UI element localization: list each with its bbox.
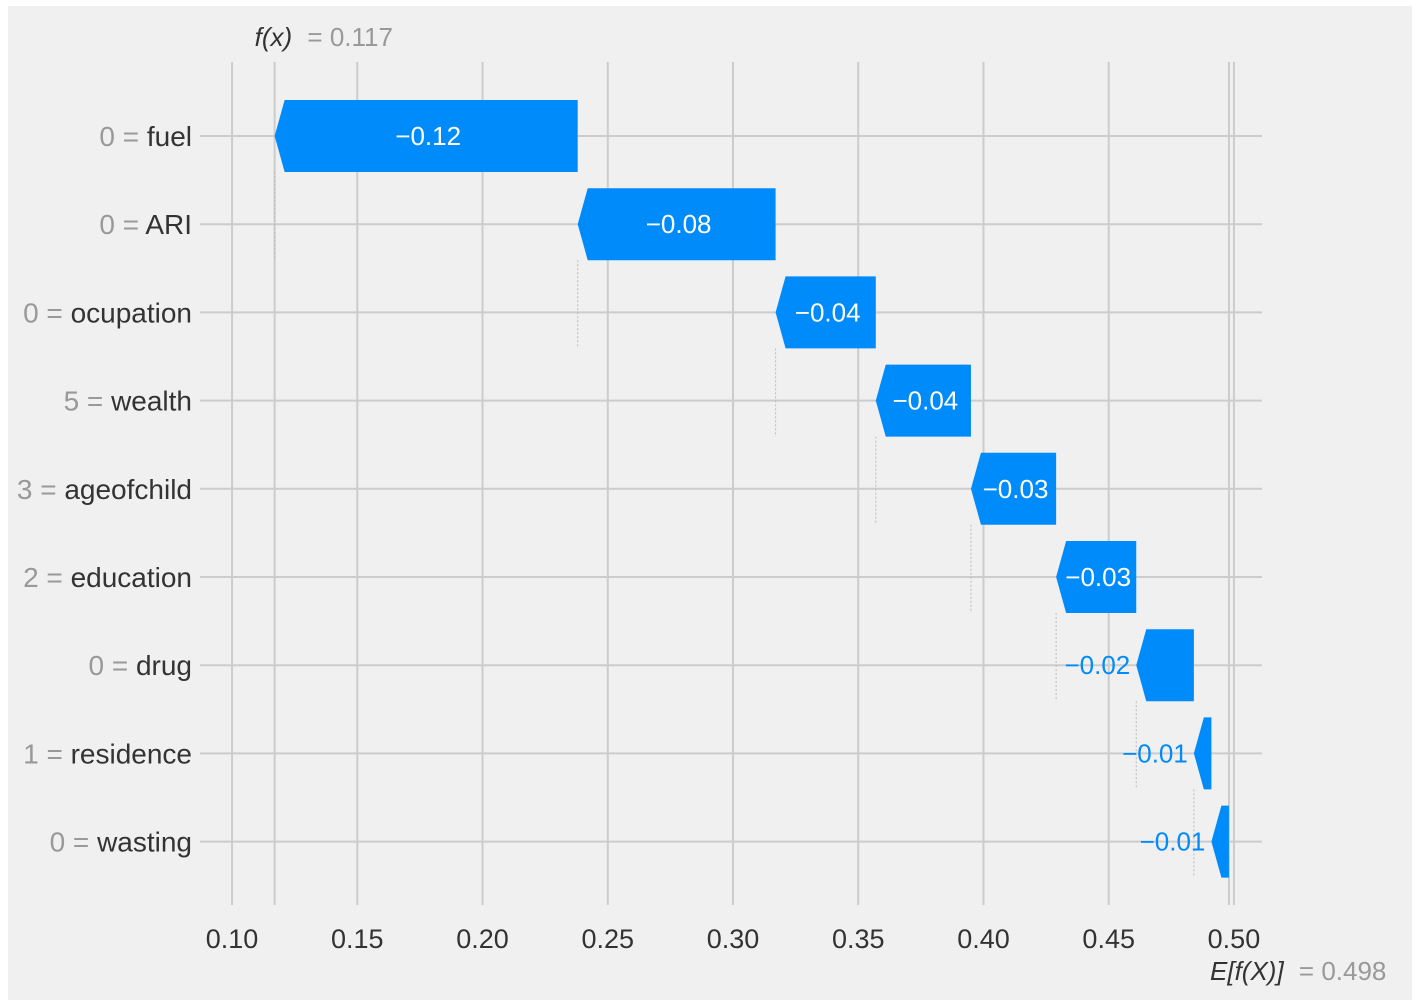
fx-annotation: f(x) = 0.117 <box>255 22 393 52</box>
expected-value-annotation: E[f(X)] = 0.498 <box>1210 956 1386 986</box>
feature-name: fuel <box>147 121 192 152</box>
feature-name: residence <box>71 738 192 769</box>
x-tick-label: 0.30 <box>707 924 760 954</box>
feature-value: 0 = <box>99 209 145 240</box>
bar-value-label: −0.01 <box>1140 827 1206 857</box>
feature-label: 0 = wasting <box>50 827 192 858</box>
x-tick-label: 0.40 <box>957 924 1010 954</box>
feature-name: education <box>71 562 192 593</box>
bar-value-label: −0.02 <box>1064 650 1130 680</box>
x-tick-label: 0.35 <box>832 924 885 954</box>
bar-value-label: −0.12 <box>395 121 461 151</box>
x-tick-label: 0.10 <box>206 924 259 954</box>
x-tick-label: 0.20 <box>456 924 509 954</box>
feature-label: 1 = residence <box>23 738 192 769</box>
feature-value: 0 = <box>50 827 97 858</box>
waterfall-bar <box>970 452 1057 525</box>
bar-value-label: −0.04 <box>892 386 958 416</box>
waterfall-bar <box>775 276 876 349</box>
feature-name: ageofchild <box>64 474 192 505</box>
feature-value: 2 = <box>23 562 70 593</box>
feature-name: drug <box>136 650 192 681</box>
feature-value: 1 = <box>23 738 70 769</box>
bar-value-label: −0.03 <box>1065 562 1131 592</box>
expected-value-label: E[f(X)] <box>1210 956 1284 986</box>
feature-name: wasting <box>96 827 192 858</box>
feature-value: 3 = <box>17 474 64 505</box>
x-tick-label: 0.50 <box>1208 924 1261 954</box>
feature-label: 0 = fuel <box>99 121 192 152</box>
expected-value-value: = 0.498 <box>1299 956 1386 986</box>
fx-value: = 0.117 <box>307 22 393 52</box>
bar-value-label: −0.01 <box>1122 738 1188 768</box>
bar-value-label: −0.03 <box>983 474 1049 504</box>
fx-label: f(x) <box>255 22 293 52</box>
waterfall-bar <box>875 364 971 437</box>
feature-label: 5 = wealth <box>64 386 192 417</box>
feature-name: ocupation <box>71 297 192 328</box>
feature-value: 5 = <box>64 386 111 417</box>
feature-value: 0 = <box>99 121 146 152</box>
feature-name: wealth <box>110 386 192 417</box>
feature-label: 3 = ageofchild <box>17 474 192 505</box>
feature-label: 0 = ARI <box>99 209 192 240</box>
bar-value-label: −0.04 <box>795 297 861 327</box>
waterfall-bar <box>577 188 776 261</box>
x-tick-label: 0.45 <box>1082 924 1135 954</box>
feature-label: 0 = ocupation <box>23 297 192 328</box>
x-tick-label: 0.25 <box>581 924 634 954</box>
waterfall-bar <box>1193 717 1212 790</box>
feature-label: 2 = education <box>23 562 192 593</box>
bar-value-label: −0.08 <box>646 209 712 239</box>
chart-background <box>8 6 1412 1000</box>
waterfall-bar <box>1211 805 1229 878</box>
x-tick-label: 0.15 <box>331 924 384 954</box>
waterfall-bar <box>1136 629 1194 702</box>
waterfall-bar <box>1056 541 1137 613</box>
feature-name: ARI <box>145 209 192 240</box>
feature-value: 0 = <box>23 297 70 328</box>
feature-value: 0 = <box>88 650 135 681</box>
waterfall-bar <box>274 100 578 172</box>
feature-label: 0 = drug <box>88 650 192 681</box>
